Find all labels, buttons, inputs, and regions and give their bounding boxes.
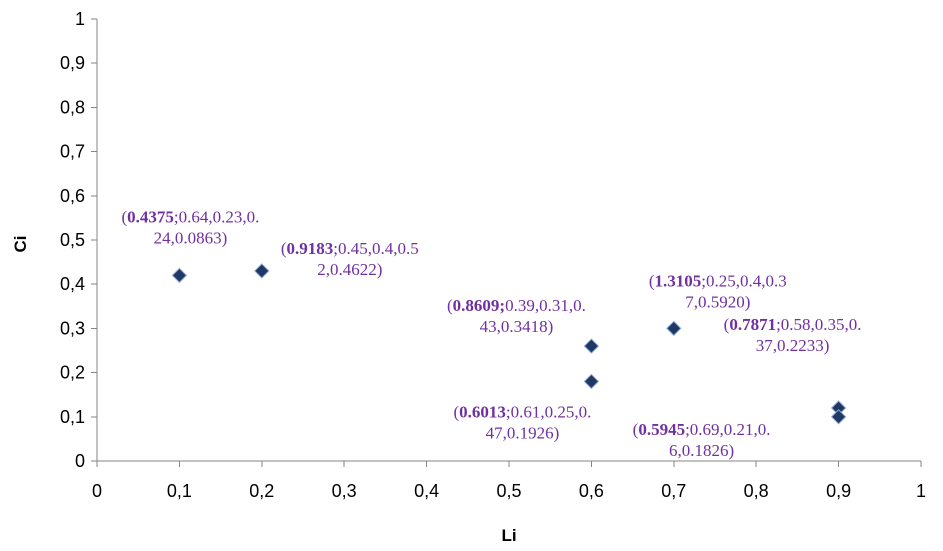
data-label-value: 0.5945: [638, 420, 685, 439]
data-point: [583, 373, 600, 390]
y-tick-label: 0,5: [60, 230, 85, 250]
data-label-line-2: 43,0.3418): [480, 317, 554, 336]
y-tick-label: 0,2: [60, 363, 85, 383]
x-axis-title: Li: [501, 526, 516, 545]
data-point: [254, 263, 270, 279]
data-label-line-1: (0.4375;0.64,0.23,0.: [121, 207, 259, 226]
data-label-value: 0.9183: [287, 239, 334, 258]
data-labels: (0.4375;0.64,0.23,0. 24,0.0863) (0.9183;0.…: [121, 207, 861, 459]
y-tick-label: 0,8: [60, 97, 85, 117]
data-label-line-2: 6,0.1826): [669, 441, 734, 460]
x-tick-label: 0,2: [249, 481, 274, 501]
y-tick-label: 0,1: [60, 407, 85, 427]
data-point: [171, 267, 188, 284]
data-label-line-2: 2,0.4622): [317, 260, 382, 279]
data-point: [666, 320, 682, 337]
data-label-line-1: (0.7871;0.58,0.35,0.: [724, 315, 862, 334]
x-tick-label: 0,5: [496, 481, 521, 501]
y-tick-label: 0,7: [60, 142, 85, 162]
y-tick-label: 0,4: [60, 274, 85, 294]
x-tick-label: 0,7: [661, 481, 686, 501]
data-label-line-1: (1.3105;0.25,0.4,0.3: [649, 271, 787, 290]
y-tick-label: 1: [75, 9, 85, 29]
x-tick-label: 0,9: [826, 481, 851, 501]
x-tick-label: 0,4: [414, 481, 439, 501]
y-tick-label: 0,3: [60, 318, 85, 338]
data-label-line-2: 37,0.2233): [756, 336, 830, 355]
data-point: [830, 409, 847, 425]
x-tick-label: 0: [92, 481, 102, 501]
data-point: [583, 338, 600, 354]
data-label-line-2: 7,0.5920): [685, 292, 750, 311]
data-label-line-1: (0.9183;0.45,0.4,0.5: [281, 239, 419, 258]
y-tick-label: 0,9: [60, 53, 85, 73]
data-label-line-2: 47,0.1926): [486, 423, 560, 442]
data-label-value: 0.7871: [729, 315, 776, 334]
y-axis-title: Ci: [11, 236, 30, 253]
data-label-line-1: (0.8609;0.39,0.31,0.: [447, 296, 586, 315]
data-label-line-1: (0.6013;0.61,0.25,0.: [453, 402, 591, 421]
data-label-line-1: (0.5945;0.69,0.21,0.: [633, 420, 771, 439]
x-tick-label: 0,8: [744, 481, 769, 501]
y-tick-label: 0,6: [60, 186, 85, 206]
y-tick-label: 0: [75, 451, 85, 471]
data-points: [171, 263, 847, 425]
x-tick-label: 0,1: [167, 481, 192, 501]
x-tick-label: 0,3: [332, 481, 357, 501]
data-label-value: 1.3105: [655, 271, 702, 290]
data-label-line-2: 24,0.0863): [154, 228, 228, 247]
x-axis-ticks: 0 0,1 0,2 0,3 0,4 0,5 0,6 0,7 0,8 0,9 1: [92, 461, 926, 501]
data-label-value: 0.8609;: [453, 296, 505, 315]
x-tick-label: 0,6: [579, 481, 604, 501]
x-tick-label: 1: [916, 481, 926, 501]
data-label-value: 0.6013: [459, 402, 506, 421]
data-label-value: 0.4375: [127, 207, 174, 226]
y-axis-ticks: 0 0,1 0,2 0,3 0,4 0,5 0,6 0,7 0,8 0,9 1: [60, 9, 97, 471]
